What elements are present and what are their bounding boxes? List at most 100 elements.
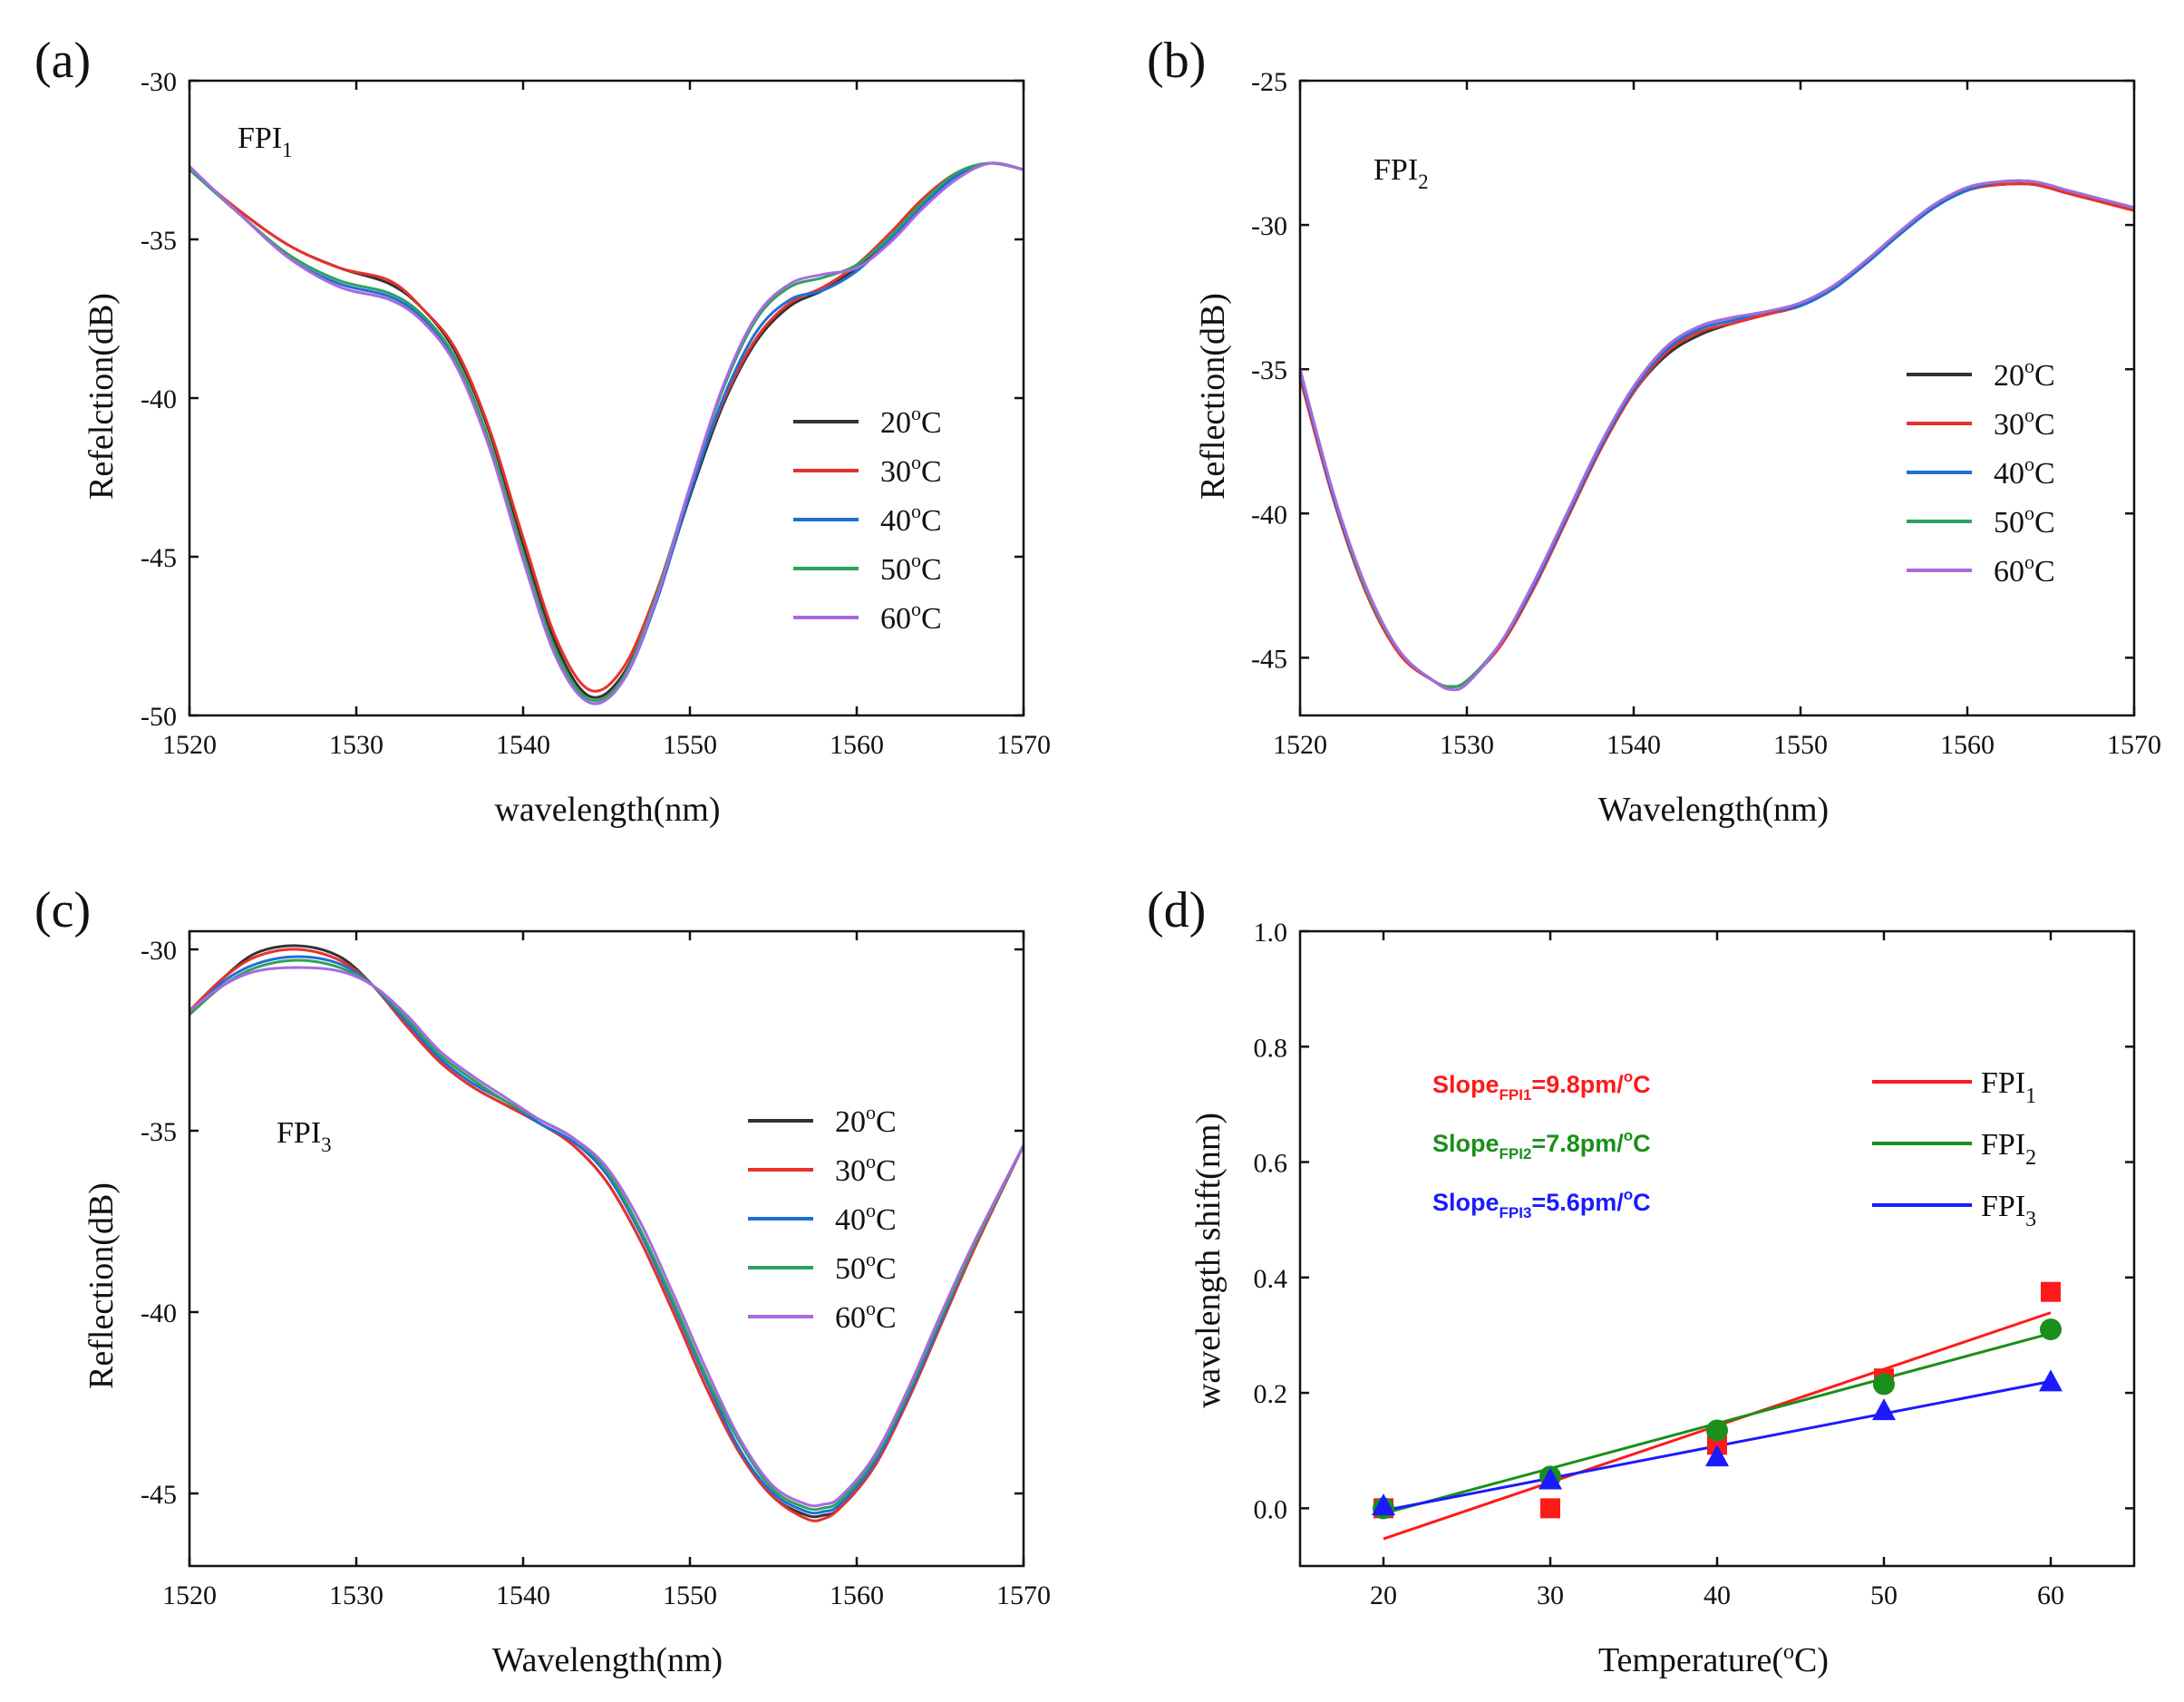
- slope-annotations: SlopeFPI1=9.8pm/oC SlopeFPI2=7.8pm/oC Slop…: [1432, 1068, 1651, 1221]
- legend-c: 20oC 30oC 40oC 50oC 60oC: [748, 1101, 897, 1335]
- plot-frame-b: [1298, 79, 2136, 717]
- panel-label-a: (a): [34, 33, 91, 89]
- slope-label-fpi3: SlopeFPI3=5.6pm/oC: [1432, 1186, 1651, 1221]
- x-axis-label-a: wavelength(nm): [494, 791, 720, 829]
- series-lines-c: [188, 944, 1025, 1522]
- x-tick-label: 1520: [162, 730, 217, 760]
- panel-label-c: (c): [34, 882, 91, 939]
- y-tick-label: 0.8: [1254, 1033, 1288, 1063]
- legend-label-60: 60oC: [835, 1297, 897, 1335]
- y-tick-label: -35: [141, 226, 177, 256]
- y-tick-label: -40: [141, 384, 177, 414]
- legend-label-fpi3: FPI3: [1981, 1190, 2036, 1231]
- plot-frame-a: [188, 79, 1025, 717]
- legend-label-40: 40oC: [1994, 452, 2055, 491]
- x-tick-label: 1550: [1773, 730, 1828, 760]
- series-lines-b: [1298, 179, 2135, 692]
- ticks-a: 1520 1530 1540 1550 1560 1570 -50 -45 -40 -35 -30: [141, 67, 1051, 760]
- legend-label-40: 40oC: [880, 500, 942, 538]
- x-tick-label: 1570: [996, 1580, 1051, 1610]
- y-tick-label: 1.0: [1254, 918, 1288, 948]
- y-axis-label-c: Reflection(dB): [83, 1182, 121, 1389]
- legend-label-fpi2: FPI2: [1981, 1128, 2036, 1170]
- panel-d: (d) wavelength shift(nm) Temperature(oC)…: [1147, 882, 2136, 1679]
- x-tick-label: 1560: [1940, 730, 1995, 760]
- y-tick-label: -35: [1251, 355, 1287, 385]
- x-axis-label-b: Wavelength(nm): [1598, 791, 1829, 829]
- y-tick-label: -30: [141, 936, 177, 966]
- y-tick-label: -45: [141, 543, 177, 573]
- x-axis-label-c: Wavelength(nm): [492, 1641, 723, 1679]
- series-line-30: [188, 948, 1025, 1522]
- series-line-30: [189, 161, 1024, 693]
- legend-label-20: 20oC: [1994, 355, 2055, 393]
- x-tick-label: 1530: [1440, 730, 1494, 760]
- x-axis-label-d: Temperature(oC): [1598, 1640, 1829, 1679]
- y-tick-label: -25: [1251, 67, 1287, 97]
- legend-label-30: 30oC: [1994, 404, 2055, 442]
- x-tick-label: 1530: [329, 730, 383, 760]
- x-tick-label: 1550: [663, 730, 717, 760]
- ticks-b: 1520 1530 1540 1550 1560 1570 -45 -40 -35 -30 -25: [1251, 67, 2161, 760]
- panel-a: (a) FPI1 Refelction(dB) wavelength(nm) 1…: [34, 33, 1051, 829]
- y-tick-label: -30: [1251, 211, 1287, 241]
- y-tick-label: 0.2: [1254, 1379, 1288, 1409]
- series-line-20: [188, 944, 1025, 1519]
- panel-label-b: (b): [1147, 33, 1206, 89]
- marker-fpi1: [2041, 1281, 2061, 1302]
- series-line-40: [188, 955, 1025, 1515]
- legend-label-60: 60oC: [880, 598, 942, 636]
- y-tick-label: -35: [141, 1117, 177, 1147]
- ticks-c: 1520 1530 1540 1550 1560 1570 -45 -40 -35 -30: [141, 931, 1051, 1610]
- legend-label-30: 30oC: [835, 1150, 897, 1188]
- x-tick-label: 1540: [496, 1580, 550, 1610]
- legend-d: FPI1 FPI2 FPI3: [1872, 1066, 2036, 1231]
- legend-a: 20oC 30oC 40oC 50oC 60oC: [793, 402, 942, 636]
- marker-fpi3: [1539, 1467, 1562, 1490]
- y-tick-label: -30: [141, 67, 177, 97]
- panel-label-d: (d): [1147, 882, 1206, 939]
- y-axis-label-a: Refelction(dB): [83, 293, 121, 500]
- x-tick-label: 1540: [496, 730, 550, 760]
- marker-fpi1: [1540, 1498, 1560, 1519]
- legend-label-50: 50oC: [880, 549, 942, 587]
- x-tick-label: 1530: [329, 1580, 383, 1610]
- marker-fpi3: [1372, 1493, 1395, 1516]
- x-tick-label: 20: [1370, 1580, 1397, 1610]
- series-lines-a: [188, 161, 1024, 705]
- x-tick-label: 1550: [663, 1580, 717, 1610]
- marker-fpi3: [1705, 1444, 1729, 1467]
- series-line-50: [189, 958, 1025, 1512]
- slope-label-fpi1: SlopeFPI1=9.8pm/oC: [1432, 1068, 1651, 1104]
- x-tick-label: 30: [1537, 1580, 1564, 1610]
- y-axis-label-b: Reflection(dB): [1194, 293, 1232, 500]
- legend-label-60: 60oC: [1994, 550, 2055, 588]
- marker-fpi2: [1706, 1419, 1728, 1442]
- legend-label-30: 30oC: [880, 451, 942, 489]
- ticks-d: 20 30 40 50 60 0.0 0.2 0.4 0.6 0.8 1.0: [1254, 918, 2134, 1610]
- y-tick-label: -45: [1251, 644, 1287, 674]
- annotation-fpi3: FPI3: [277, 1116, 332, 1156]
- legend-label-20: 20oC: [835, 1101, 897, 1139]
- legend-label-20: 20oC: [880, 402, 942, 440]
- legend-b: 20oC 30oC 40oC 50oC 60oC: [1907, 355, 2055, 588]
- y-tick-label: -50: [141, 702, 177, 732]
- x-tick-label: 60: [2037, 1580, 2064, 1610]
- annotation-fpi2: FPI2: [1373, 153, 1429, 193]
- x-tick-label: 40: [1704, 1580, 1731, 1610]
- panel-b: (b) FPI2 Reflection(dB) Wavelength(nm) 1…: [1147, 33, 2161, 829]
- legend-label-50: 50oC: [835, 1248, 897, 1286]
- panel-c: (c) FPI3 Reflection(dB) Wavelength(nm) 1…: [34, 882, 1051, 1679]
- legend-label-fpi1: FPI1: [1981, 1066, 2036, 1108]
- marker-fpi2: [2040, 1318, 2062, 1341]
- x-tick-label: 1520: [162, 1580, 217, 1610]
- marker-fpi3: [2039, 1369, 2063, 1392]
- legend-label-50: 50oC: [1994, 501, 2055, 540]
- slope-label-fpi2: SlopeFPI2=7.8pm/oC: [1432, 1127, 1651, 1162]
- legend-label-40: 40oC: [835, 1199, 897, 1237]
- series-line-60: [189, 966, 1025, 1508]
- y-tick-label: 0.6: [1254, 1149, 1288, 1179]
- x-tick-label: 1570: [996, 730, 1051, 760]
- x-tick-label: 50: [1870, 1580, 1898, 1610]
